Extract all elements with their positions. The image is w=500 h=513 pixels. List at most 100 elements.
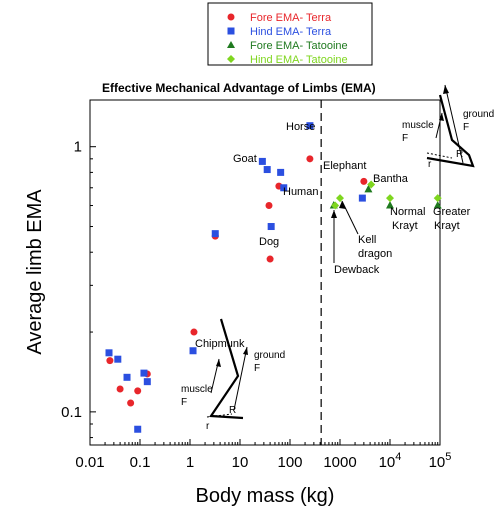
y-tick-label: 0.1 [61,404,82,421]
limb-large-muscle-F: F [402,133,408,144]
legend-marker-hind-terra [227,27,235,35]
label-greater-krayt-1: Greater [433,206,471,218]
limb-large-ground-arrowhead [443,85,449,94]
limb-large-muscle-arrowhead [439,113,444,121]
x-tick-label: 100 [277,454,302,471]
point-hind-ema-tatooine [367,180,376,189]
label-greater-krayt-2: Krayt [434,220,460,232]
limb-small-ground-F: F [254,363,260,374]
limb-large-muscle-label: muscle [402,120,434,131]
y-tick-label: 1 [74,139,82,156]
label-bantha: Bantha [373,173,409,185]
point-fore-ema-tatooine [364,184,373,193]
limb-small-ground-label: ground [254,350,285,361]
limb-small-ground-arrowhead [243,347,248,355]
limb-diagram-large: muscle F ground F r R [402,84,494,170]
limb-small-r-label: r [206,421,210,432]
legend-marker-fore-tatooine [227,41,235,48]
point-hind-ema-terra [189,347,197,355]
point-hind-ema-terra [114,355,122,363]
limb-small-bone [209,318,244,420]
y-axis-title: Average limb EMA [24,189,46,355]
limb-large-bone [426,94,475,168]
point-hind-ema-terra [105,349,113,357]
limb-large-R-label: R [456,149,463,160]
point-hind-ema-terra [143,378,151,386]
x-axis: 0.01 0.1 1 10 100 1000 104 105 [75,439,451,471]
legend-label-hind-terra: Hind EMA- Terra [250,26,332,38]
point-fore-ema-terra [127,399,135,407]
point-fore-ema-terra [360,177,368,185]
legend-marker-fore-terra [227,13,235,21]
point-hind-ema-terra [263,166,271,174]
point-fore-ema-terra [106,357,114,365]
x-tick-label: 1 [186,454,194,471]
x-tick-label: 0.01 [75,454,104,471]
limb-diagram-small: muscle F ground F r R [181,318,285,432]
point-fore-ema-terra [116,385,124,393]
label-normal-krayt-1: Normal [390,206,425,218]
point-annotations: Horse Goat Human Elephant Bantha Dog Chi… [195,121,471,350]
point-hind-ema-terra [134,425,142,433]
point-fore-ema-terra [190,328,198,336]
point-fore-ema-terra [265,202,273,210]
point-hind-ema-terra [258,157,266,165]
point-fore-ema-terra [266,255,274,263]
legend-marker-hind-tatooine [227,55,235,63]
x-tick-label: 10 [232,454,249,471]
limb-large-ground-arrow [444,84,464,164]
point-hind-ema-tatooine [331,201,340,210]
data-points [105,122,442,433]
label-dewback: Dewback [334,264,380,276]
point-fore-ema-terra [134,387,142,395]
x-tick-label: 104 [379,451,402,471]
label-human: Human [283,186,318,198]
limb-large-r-line [426,152,453,159]
limb-small-muscle-label: muscle [181,384,213,395]
point-hind-ema-terra [267,223,275,231]
limb-small-ground-arrow [233,346,248,411]
limb-small-R-label: R [229,405,236,416]
x-tick-label: 105 [429,451,452,471]
point-hind-ema-tatooine [433,194,442,203]
limb-small-r-line [206,413,233,418]
legend: Fore EMA- Terra Hind EMA- Terra Fore EMA… [207,2,373,66]
label-chipmunk: Chipmunk [195,338,245,350]
limb-large-ground-F: F [463,122,469,133]
plot-frame [89,99,441,446]
label-goat: Goat [233,153,257,165]
point-hind-ema-terra [306,122,314,130]
point-hind-ema-terra [140,369,148,377]
legend-box [207,2,373,66]
point-hind-ema-terra [280,184,288,192]
x-tick-label: 0.1 [130,454,151,471]
legend-label-fore-tatooine: Fore EMA- Tatooine [250,40,348,52]
x-axis-title: Body mass (kg) [196,485,335,507]
label-horse: Horse [286,121,315,133]
legend-label-hind-tatooine: Hind EMA- Tatooine [250,54,348,66]
limb-large-ground-label: ground [463,109,494,120]
point-hind-ema-tatooine [386,194,394,203]
point-hind-ema-terra [277,168,285,176]
chart-title: Effective Mechanical Advantage of Limbs … [102,81,376,95]
x-tick-exponent: 4 [395,451,401,463]
label-dragon: dragon [358,248,392,260]
point-fore-ema-terra [306,155,314,163]
y-axis: 0.11 [61,139,96,439]
point-hind-ema-tatooine [336,194,344,203]
label-kell: Kell [358,234,376,246]
label-normal-krayt-2: Krayt [392,220,418,232]
limb-small-muscle-F: F [181,397,187,408]
point-hind-ema-terra [358,194,366,202]
point-hind-ema-terra [123,373,131,381]
limb-large-r-label: r [428,159,432,170]
legend-label-fore-terra: Fore EMA- Terra [250,12,332,24]
label-elephant: Elephant [323,160,366,172]
x-tick-exponent: 5 [445,451,451,463]
limb-small-muscle-arrowhead [216,359,221,367]
point-fore-ema-tatooine [386,201,394,209]
point-hind-ema-terra [211,230,219,238]
label-dog: Dog [259,236,279,248]
dewback-arrowhead [331,210,337,218]
